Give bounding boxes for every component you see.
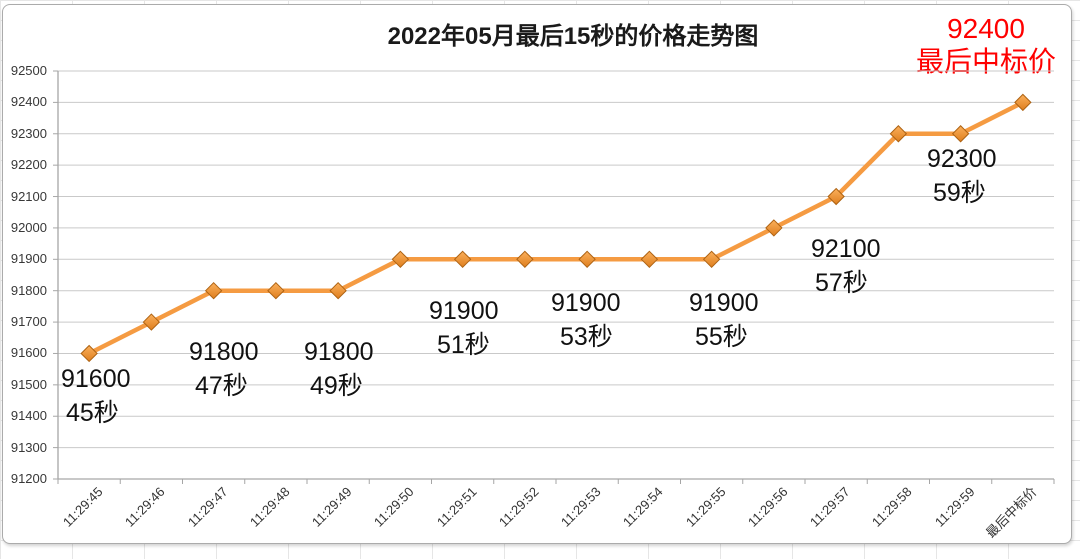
diamond-marker [204,281,223,300]
diamond-marker [1014,93,1032,112]
diamond-marker [516,250,534,269]
chart-title: 2022年05月最后15秒的价格走势图 [387,23,759,50]
diamond-marker [889,125,908,143]
point-label-51s: 91900 51秒 [429,297,499,359]
point-label-45s: 91600 45秒 [61,365,131,427]
diamond-marker [391,250,410,269]
point-label-55s: 91900 55秒 [689,289,759,351]
point-label-47s: 91800 47秒 [189,338,259,400]
diamond-marker [142,313,161,331]
diamond-marker [267,281,285,300]
y-axis-tick-label: 91800 [10,282,47,298]
final-price-label: 最后中标价 [915,46,1056,77]
diamond-marker [578,250,596,269]
y-axis-tick-label: 92400 [10,94,47,110]
y-axis-tick-label: 91200 [10,471,47,486]
point-label-53s: 91900 53秒 [551,289,621,351]
price-polyline [86,100,1026,356]
gridlines [58,70,1054,449]
y-axis-tick-label: 91600 [10,345,47,361]
y-axis-tick-label: 91500 [10,376,47,392]
diamond-marker [951,125,970,143]
diamond-marker [765,219,783,237]
y-axis-tick-label: 92100 [10,188,47,204]
diamond-marker [640,250,659,269]
final-price-value: 92400 [947,13,1025,44]
diamond-marker [453,250,472,269]
price-series [80,93,1032,363]
y-axis-tick-label: 92000 [10,219,47,235]
final-price-callout: 92400 最后中标价 [881,12,1080,78]
diamond-marker [702,250,721,269]
point-label-59s: 92300 59秒 [927,145,997,207]
diamond-marker [329,281,347,300]
point-label-57s: 92100 57秒 [811,235,881,297]
point-label-49s: 91800 49秒 [304,338,374,400]
y-axis-tick-label: 92300 [10,125,47,141]
y-axis-tick-label: 91400 [10,408,47,424]
price-trend-chart: 2022年05月最后15秒的价格走势图 92400 最后中标价 92500 924… [2,4,1072,544]
diamond-marker [827,187,845,206]
price-line-plot [53,70,1055,484]
y-axis-tick-label: 91700 [10,314,47,330]
y-axis-tick-label: 91300 [10,439,47,455]
y-axis-tick-label: 92500 [10,63,47,78]
axes [53,70,1055,484]
y-axis-tick-label: 91900 [10,251,47,267]
y-axis-tick-label: 92200 [10,157,47,173]
diamond-marker [80,344,98,363]
